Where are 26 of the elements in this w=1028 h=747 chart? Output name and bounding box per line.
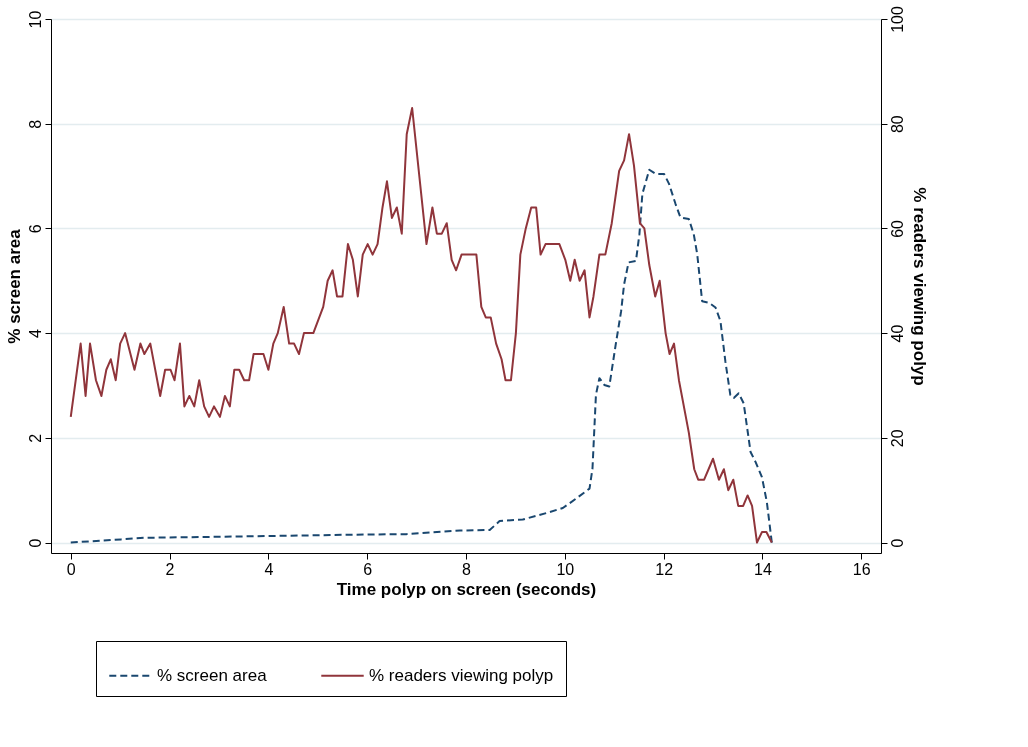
x-tick-label: 14 (754, 560, 772, 578)
y2-tick-label: 40 (888, 324, 906, 343)
y-tick-label: 10 (26, 10, 44, 29)
y2-tick-label: 80 (888, 115, 906, 134)
x-tick-label: 4 (264, 560, 274, 578)
y-tick-label: 4 (26, 329, 44, 339)
x-tick-label: 12 (655, 560, 674, 578)
y2-tick-label: 20 (888, 429, 906, 448)
x-axis-title: Time polyp on screen (seconds) (336, 579, 597, 599)
y-tick-label: 8 (26, 119, 44, 129)
x-tick-label: 6 (363, 560, 373, 578)
x-tick-label: 16 (852, 560, 871, 578)
x-tick-label: 2 (165, 560, 175, 578)
legend-label: % readers viewing polyp (369, 665, 554, 685)
y-tick-label: 2 (26, 433, 44, 443)
y2-tick-label: 100 (888, 6, 906, 33)
y2-tick-label: 0 (888, 538, 906, 548)
x-tick-label: 0 (66, 560, 76, 578)
y-axis-title: % screen area (4, 228, 24, 344)
y-tick-label: 6 (26, 224, 44, 234)
y2-tick-label: 60 (888, 219, 906, 238)
legend-label: % screen area (157, 665, 268, 685)
x-tick-label: 8 (462, 560, 472, 578)
y2-axis-title: % readers viewing polyp (909, 187, 929, 386)
x-tick-label: 10 (556, 560, 575, 578)
y-tick-label: 0 (26, 538, 44, 548)
